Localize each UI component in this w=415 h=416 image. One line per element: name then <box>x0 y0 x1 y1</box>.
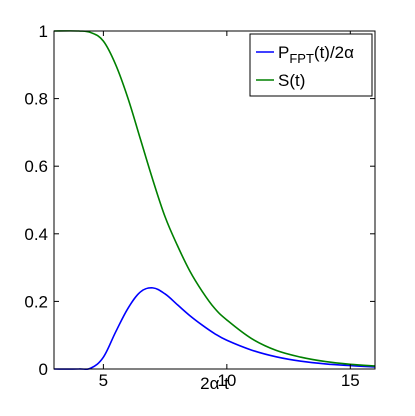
legend-label-0: PFPT(t)/2α <box>278 43 354 66</box>
series-line-1 <box>53 30 376 367</box>
legend: PFPT(t)/2α S(t) <box>249 33 373 97</box>
y-tick-label: 0.8 <box>24 90 48 109</box>
legend-box <box>249 33 373 97</box>
x-axis-label: 2α t <box>200 374 229 393</box>
y-tick-label: 0.6 <box>24 157 48 176</box>
y-tick-label: 0.2 <box>24 292 48 311</box>
ticks: 5 10 15 0 0.2 0.4 0.6 0.8 1 <box>24 22 375 390</box>
legend-label-1: S(t) <box>278 71 305 90</box>
x-tick-label: 5 <box>99 371 108 390</box>
x-tick-label: 15 <box>341 371 360 390</box>
y-tick-label: 0 <box>39 360 48 379</box>
series-lines <box>53 30 376 371</box>
y-tick-label: 1 <box>39 22 48 41</box>
x-tick-label: 10 <box>217 371 236 390</box>
axes <box>53 30 376 370</box>
y-tick-label: 0.4 <box>24 225 48 244</box>
axes-frame <box>53 30 376 370</box>
series-line-0 <box>53 287 376 371</box>
